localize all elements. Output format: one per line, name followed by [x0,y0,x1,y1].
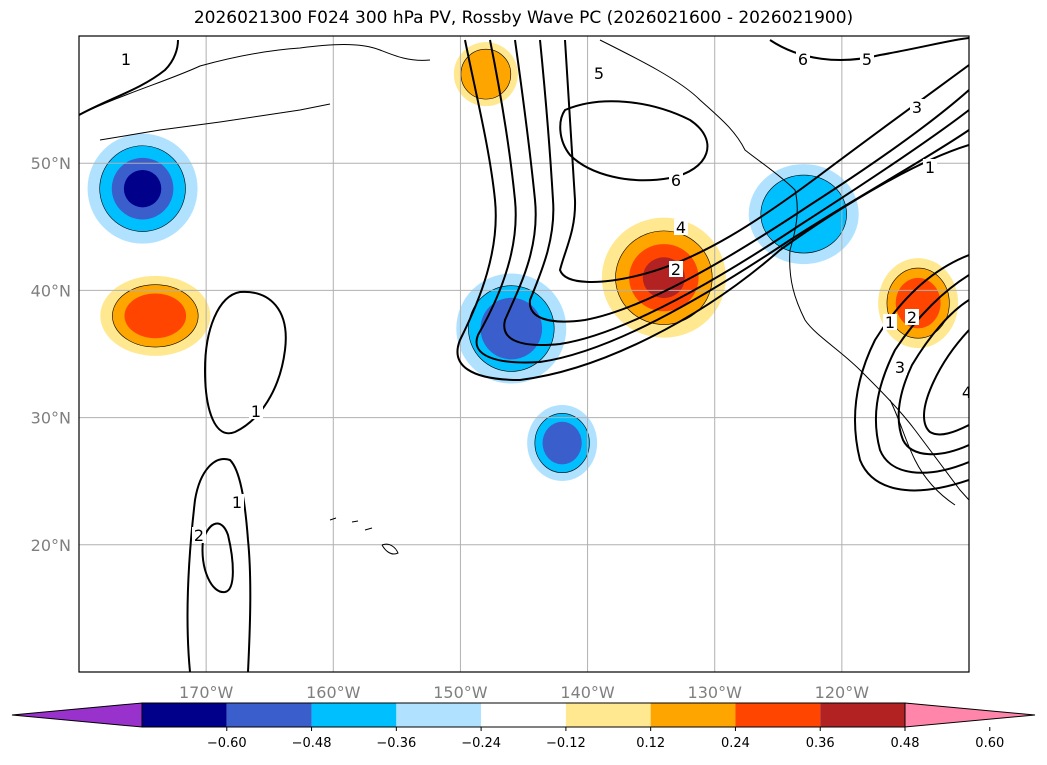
colorbar-tick-label: 0.60 [975,736,1004,751]
contour-label: 4 [676,218,686,237]
anomaly-positive-core-dateline [124,293,187,339]
contour-east-1 [854,254,969,492]
contour-arc-5 [558,39,969,283]
contour-arc-4 [528,39,969,323]
contour-label-bg [796,51,810,67]
colorbar: −0.60 −0.48 −0.36 −0.24 −0.12 0.12 0.24 0.36 0.4… [11,702,1036,751]
colorbar-bin [565,703,651,727]
anomaly-negative-core-dateline [123,169,162,208]
contour-label: 1 [925,158,935,177]
contour-label-bg [860,51,874,67]
contour-east-3 [897,299,969,456]
x-axis-ticks: 170°W 160°W 150°W 140°W 130°W 120°W [179,683,869,702]
anomaly-negative-core-subtropics [542,421,582,465]
colorbar-extend-max [904,702,1036,728]
contour-label: 6 [798,50,808,69]
contour-arc-2 [475,39,969,364]
contour-closed-west-2 [186,458,252,672]
hawaii-islands [329,517,399,555]
contour-label: 2 [907,308,917,327]
chart-title: 2026021300 F024 300 hPa PV, Rossby Wave … [193,8,854,28]
contour-arc-3 [503,39,969,346]
x-tick-label: 130°W [688,683,743,702]
coastlines [79,39,969,555]
contour-closed-west-1 [203,290,287,435]
contour-label-bg [923,159,937,175]
contour-label-bg [893,359,907,375]
colorbar-tick-label: −0.24 [461,736,501,751]
contour-label: 2 [671,260,681,279]
colorbar-tick-label: −0.36 [376,736,416,751]
colorbar-bin [142,703,227,727]
contour-east-4 [923,329,969,436]
contour-closed-west-3 [201,522,234,594]
contour-label: 1 [232,493,242,512]
colorbar-bin [396,703,482,727]
x-tick-label: 170°W [179,683,234,702]
y-tick-label: 30°N [31,409,71,428]
contour-label: 1 [121,50,131,69]
x-tick-label: 160°W [306,683,361,702]
colorbar-bin [735,703,821,727]
colorbar-bin [481,703,566,727]
colorbar-bin [226,703,312,727]
colorbar-tick-label: 0.24 [721,736,750,751]
colorbar-bin [650,703,736,727]
contour-label-bg [883,314,897,330]
x-tick-label: 150°W [433,683,488,702]
contour-label-bg [592,65,606,81]
contour-label-bg [230,494,244,510]
colorbar-tick-label: −0.12 [546,736,586,751]
colorbar-tick-label: −0.60 [207,736,247,751]
contour-label: 1 [251,402,261,421]
contour-label: 3 [912,98,922,117]
colorbar-extend-min [11,702,143,728]
gridlines [79,36,969,672]
contour-label: 2 [194,526,204,545]
contour-label-bg [905,309,919,325]
contour-label-bg [669,172,683,188]
contour-label-bg [249,403,263,419]
contour-west-arc [79,39,179,116]
contour-east-2 [874,274,969,474]
colorbar-bin [311,703,397,727]
north-america-coast [599,39,969,501]
map-border [78,35,970,673]
x-tick-label: 140°W [560,683,615,702]
contour-arc-1 [456,39,969,382]
contour-label: 3 [895,358,905,377]
contour-label: 5 [862,50,872,69]
colorbar-tick-label: 0.36 [806,736,835,751]
y-axis-ticks: 20°N 30°N 40°N 50°N [31,154,71,555]
contour-label: 6 [671,171,681,190]
contour-label: 1 [885,313,895,332]
contour-label-bg [119,51,133,67]
contour-label-bg [669,261,683,277]
contour-label: 4 [962,383,972,402]
colorbar-bin [820,703,905,727]
pv-anomaly-fills [87,42,959,482]
colorbar-tick-label: 0.12 [636,736,665,751]
colorbar-frame [141,702,906,728]
x-tick-label: 120°W [815,683,870,702]
contour-label: 5 [594,64,604,83]
contour-label-bg [674,219,688,235]
alaska-coast [79,44,431,116]
contour-label-bg [960,384,969,400]
colorbar-tick-label: −0.48 [292,736,332,751]
contour-label-bg [910,99,924,115]
contour-label-bg [192,527,206,543]
y-tick-label: 40°N [31,281,71,300]
baja-coast [889,399,956,506]
y-tick-label: 20°N [31,536,71,555]
colorbar-tick-label: 0.48 [891,736,920,751]
aleutian-islands [99,103,331,141]
y-tick-label: 50°N [31,154,71,173]
